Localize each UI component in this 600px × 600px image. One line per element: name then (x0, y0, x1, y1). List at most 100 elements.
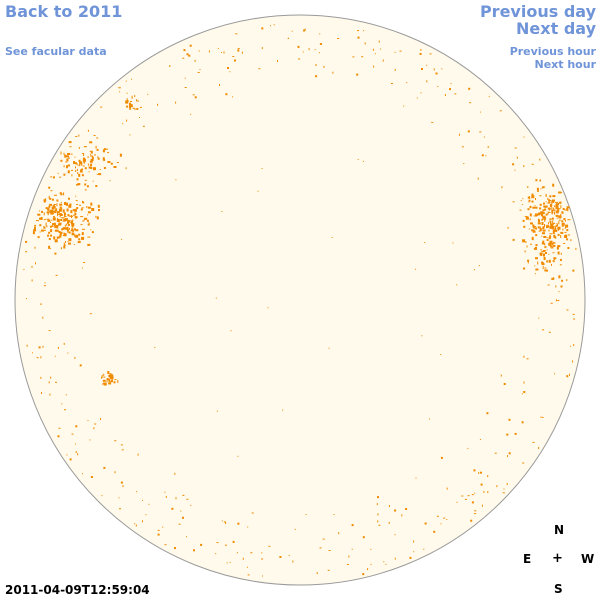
facula-spot (529, 213, 532, 217)
next-hour-link[interactable]: Next hour (534, 58, 597, 71)
facula-spot (287, 38, 289, 39)
facula-spot (65, 227, 67, 230)
facula-spot (551, 242, 554, 245)
facula-spot (223, 521, 226, 523)
facula-spot (542, 186, 545, 189)
facula-spot (95, 185, 98, 187)
facula-spot (52, 213, 54, 215)
facula-spot (507, 455, 508, 458)
facula-spot (26, 298, 27, 300)
facula-spot (471, 501, 474, 504)
facula-spot (80, 224, 83, 226)
next-day-link[interactable]: Next day (516, 19, 596, 38)
facula-spot (47, 213, 49, 216)
facula-spot (337, 38, 340, 39)
facula-spot (87, 206, 91, 209)
facula-spot (62, 227, 64, 229)
facula-spot (544, 269, 547, 272)
facula-spot (82, 165, 85, 167)
facula-spot (487, 145, 489, 148)
facula-spot (67, 241, 69, 243)
facula-spot (90, 167, 93, 169)
facula-spot (34, 224, 37, 226)
facula-spot (90, 163, 93, 166)
facula-spot (551, 209, 553, 212)
facula-spot (75, 443, 76, 445)
back-to-year-link[interactable]: Back to 2011 (5, 2, 123, 21)
facula-spot (559, 201, 562, 204)
facula-spot (63, 245, 66, 249)
facula-spot (43, 285, 46, 287)
facula-spot (557, 208, 560, 212)
facula-spot (467, 130, 470, 133)
facula-spot (64, 409, 66, 411)
facula-spot (83, 153, 85, 156)
facula-spot (555, 214, 558, 217)
facula-spot (49, 209, 53, 213)
compass-center-icon: + (552, 551, 563, 566)
facula-spot (543, 250, 546, 252)
facula-spot (572, 360, 574, 363)
facula-spot (468, 87, 471, 90)
facula-spot (506, 483, 508, 486)
facula-spot (535, 179, 538, 182)
facula-spot (73, 232, 75, 235)
facula-spot (545, 205, 548, 208)
facula-spot (26, 344, 28, 347)
facula-spot (137, 100, 139, 102)
facula-spot (48, 381, 50, 384)
facula-spot (78, 238, 81, 241)
facula-spot (357, 159, 359, 161)
facula-spot (80, 169, 83, 172)
facula-spot (87, 243, 91, 246)
facula-spot (551, 225, 555, 229)
facula-spot (440, 456, 443, 459)
facula-spot (208, 50, 210, 53)
facula-spot (50, 229, 53, 233)
see-facular-data-link[interactable]: See facular data (5, 45, 107, 58)
facula-spot (90, 155, 93, 157)
previous-hour-link[interactable]: Previous hour (509, 45, 596, 58)
compass-south-label: S (554, 582, 563, 596)
facula-spot (376, 503, 378, 506)
facula-spot (174, 547, 176, 550)
facula-spot (83, 218, 85, 221)
facula-spot (529, 218, 531, 221)
facula-spot (76, 204, 79, 205)
facula-spot (165, 495, 167, 498)
facula-spot (352, 56, 355, 58)
facula-spot (535, 268, 539, 271)
facula-spot (532, 230, 536, 233)
facula-spot (261, 167, 263, 169)
facula-spot (456, 501, 458, 503)
facula-spot (66, 158, 69, 162)
facula-spot (316, 572, 318, 575)
facula-spot (106, 378, 109, 380)
facula-spot (399, 50, 402, 52)
facula-spot (33, 229, 37, 232)
facula-spot (78, 233, 81, 236)
facula-spot (43, 199, 46, 203)
facula-spot (180, 510, 182, 512)
facula-spot (423, 548, 425, 550)
facula-spot (535, 257, 538, 260)
facula-spot (570, 239, 572, 242)
facula-spot (480, 471, 482, 474)
facula-spot (471, 494, 474, 496)
facula-spot (556, 205, 559, 208)
facula-spot (516, 156, 518, 159)
facula-spot (59, 232, 61, 235)
facula-spot (527, 186, 529, 188)
facula-spot (74, 212, 77, 215)
facula-spot (67, 230, 69, 233)
previous-day-link[interactable]: Previous day (479, 2, 596, 21)
facula-spot (508, 418, 511, 421)
facula-spot (72, 209, 75, 212)
facula-spot (512, 163, 515, 166)
facula-spot (502, 492, 505, 494)
facula-spot (43, 212, 45, 216)
facula-spot (66, 454, 68, 456)
facula-spot (558, 203, 559, 205)
facula-spot (37, 213, 41, 216)
facula-spot (557, 226, 561, 230)
